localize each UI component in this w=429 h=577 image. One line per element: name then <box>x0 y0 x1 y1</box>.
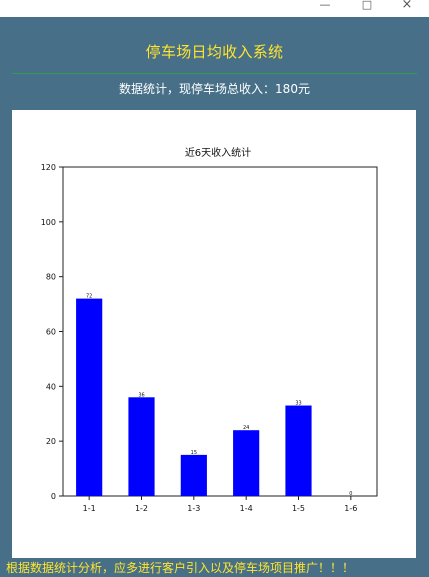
bar <box>128 397 155 496</box>
bar <box>180 454 207 496</box>
window-titlebar: — □ × <box>0 0 429 17</box>
chart-title: 近6天收入统计 <box>185 146 251 159</box>
bar <box>76 298 103 496</box>
y-tick-label: 120 <box>41 163 56 172</box>
x-tick-label: 1-6 <box>344 504 357 513</box>
bar-value-label: 72 <box>86 294 92 300</box>
bar-value-label: 33 <box>295 401 301 407</box>
main-panel: 停车场日均收入系统 数据统计，现停车场总收入：180元 近6天收入统计 0 20 4… <box>0 17 429 577</box>
income-summary: 数据统计，现停车场总收入：180元 <box>119 82 310 96</box>
plot-area <box>62 166 378 497</box>
bar-value-label: 15 <box>191 450 197 456</box>
y-tick-label: 80 <box>46 273 56 282</box>
minimize-button[interactable]: — <box>319 0 331 11</box>
chart-panel: 近6天收入统计 0 20 40 60 80 100 120 72 1-1 36 1-2 15 1-3 24… <box>12 110 416 558</box>
chart-marks: 0 20 40 60 80 100 120 72 1-1 36 1-2 15 1-3 24 1-4 33 1-5… <box>41 163 358 513</box>
x-tick-label: 1-3 <box>187 504 200 513</box>
bar-value-label: 24 <box>243 425 249 431</box>
maximize-button[interactable]: □ <box>361 0 373 11</box>
x-tick-label: 1-5 <box>292 504 305 513</box>
bar <box>233 430 260 496</box>
y-tick-label: 0 <box>51 492 56 501</box>
bar-value-label: 0 <box>349 491 352 497</box>
y-tick-label: 60 <box>46 328 56 337</box>
x-tick-label: 1-2 <box>135 504 148 513</box>
header-divider <box>12 73 417 74</box>
y-tick-label: 20 <box>46 437 56 446</box>
income-bar-chart: 近6天收入统计 0 20 40 60 80 100 120 72 1-1 36 1-2 15 1-3 24… <box>41 146 378 513</box>
close-button[interactable]: × <box>401 0 413 12</box>
x-tick-label: 1-1 <box>83 504 96 513</box>
y-tick-label: 40 <box>46 382 56 391</box>
app-title: 停车场日均收入系统 <box>145 43 284 61</box>
x-tick-label: 1-4 <box>240 504 253 513</box>
y-tick-label: 100 <box>41 218 56 227</box>
bar <box>285 405 312 496</box>
analysis-footer: 根据数据统计分析，应多进行客户引入以及停车场项目推广！！！ <box>6 561 355 575</box>
bar-value-label: 36 <box>138 392 144 398</box>
